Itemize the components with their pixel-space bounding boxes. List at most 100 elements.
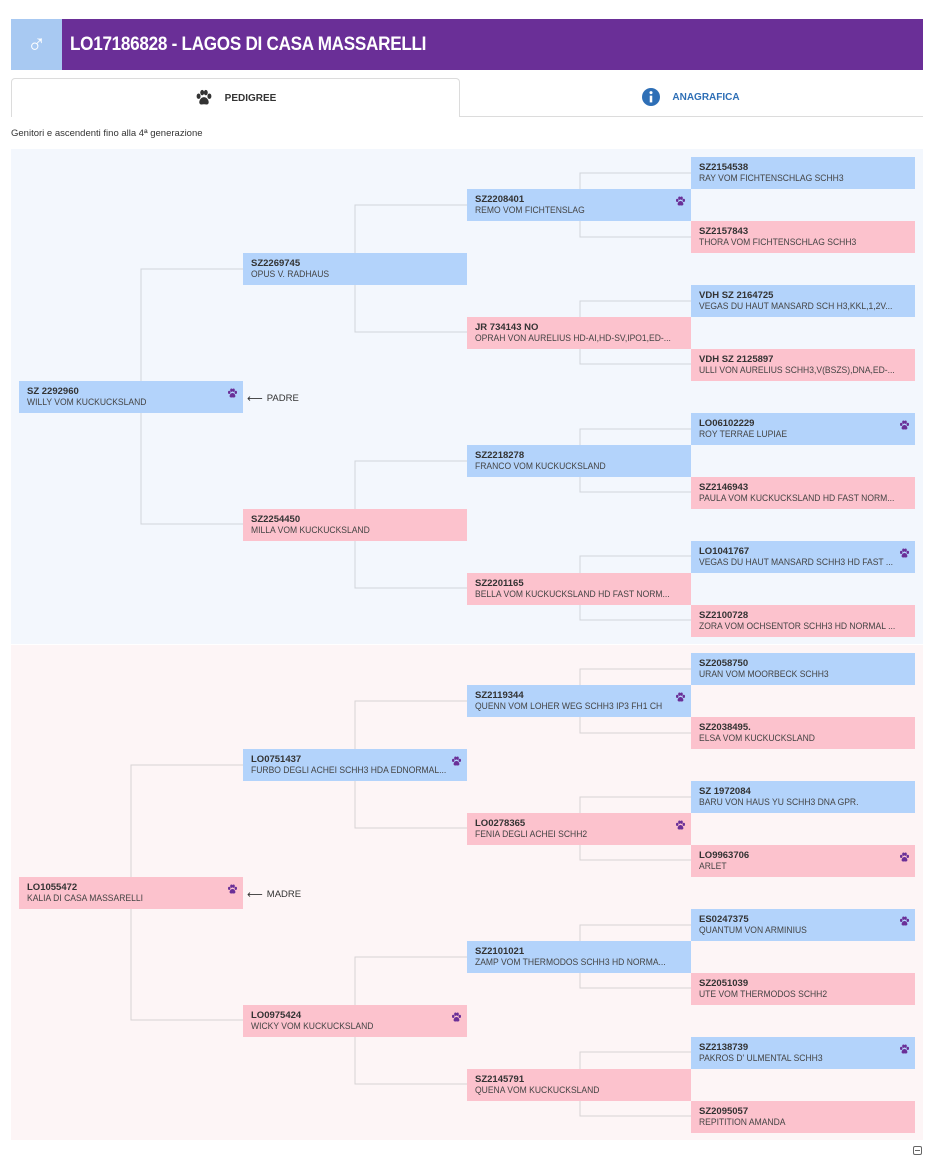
registration-number: SZ2145791: [475, 1074, 525, 1085]
dog-name: PAULA VOM KUCKUCKSLAND HD FAST NORM...: [699, 493, 895, 503]
arrow-left-icon: ⟵: [247, 889, 263, 901]
dog-name: OPUS V. RADHAUS: [251, 269, 330, 279]
registration-number: LO06102229: [699, 418, 755, 429]
dog-name: ULLI VON AURELIUS SCHH3,V(BSZS),DNA,ED-.…: [699, 365, 895, 375]
dog-name: QUENN VOM LOHER WEG SCHH3 IP3 FH1 CH: [475, 701, 663, 711]
paw-icon[interactable]: [451, 1010, 462, 1028]
pedigree-box-ssdd[interactable]: VDH SZ 2125897 ULLI VON AURELIUS SCHH3,V(…: [691, 349, 915, 381]
pedigree-box-sdds[interactable]: LO1041767 VEGAS DU HAUT MANSARD SCHH3 HD …: [691, 541, 915, 573]
registration-number: SZ2254450: [251, 514, 301, 525]
pedigree-box-ddsd[interactable]: SZ2051039 UTE VOM THERMODOS SCHH2: [691, 973, 915, 1005]
registration-number: LO0975424: [251, 1010, 302, 1021]
pedigree-box-dam[interactable]: LO1055472 KALIA DI CASA MASSARELLI: [19, 877, 243, 909]
registration-number: SZ2146943: [699, 482, 749, 493]
paw-icon[interactable]: [227, 386, 238, 404]
page-header: ♂ LO17186828 - LAGOS DI CASA MASSARELLI: [11, 19, 923, 70]
tab-anagrafica[interactable]: ANAGRAFICA: [459, 78, 923, 117]
pedigree-box-dss[interactable]: SZ2119344 QUENN VOM LOHER WEG SCHH3 IP3 F…: [467, 685, 691, 717]
pedigree-box-sssd[interactable]: SZ2157843 THORA VOM FICHTENSCHLAG SCHH3: [691, 221, 915, 253]
paw-icon[interactable]: [899, 914, 910, 932]
pedigree-box-ssd[interactable]: JR 734143 NO OPRAH VON AURELIUS HD-AI,HD-…: [467, 317, 691, 349]
pedigree-box-dddd[interactable]: SZ2095057 REPITITION AMANDA: [691, 1101, 915, 1133]
dog-name: FENIA DEGLI ACHEI SCHH2: [475, 829, 588, 839]
dog-name: KALIA DI CASA MASSARELLI: [27, 893, 143, 903]
dog-name: ARLET: [699, 861, 727, 871]
pedigree-box-sire[interactable]: SZ 2292960 WILLY VOM KUCKUCKSLAND: [19, 381, 243, 413]
dog-name: ELSA VOM KUCKUCKSLAND: [699, 733, 815, 743]
pedigree-box-dsdd[interactable]: LO9963706 ARLET: [691, 845, 915, 877]
dog-name: URAN VOM MOORBECK SCHH3: [699, 669, 829, 679]
registration-number: LO0751437: [251, 754, 302, 765]
dog-name: OPRAH VON AURELIUS HD-AI,HD-SV,IPO1,ED-.…: [475, 333, 671, 343]
paw-icon[interactable]: [899, 850, 910, 868]
registration-number: LO0278365: [475, 818, 526, 829]
dog-name: THORA VOM FICHTENSCHLAG SCHH3: [699, 237, 857, 247]
registration-number: SZ2138739: [699, 1042, 749, 1053]
registration-number: SZ2100728: [699, 610, 749, 621]
registration-number: SZ2157843: [699, 226, 749, 237]
paw-icon[interactable]: [451, 754, 462, 772]
pedigree-box-dds[interactable]: SZ2101021 ZAMP VOM THERMODOS SCHH3 HD NOR…: [467, 941, 691, 973]
registration-number: SZ2058750: [699, 658, 749, 669]
pedigree-box-sdss[interactable]: LO06102229 ROY TERRAE LUPIAE: [691, 413, 915, 445]
registration-number: VDH SZ 2164725: [699, 290, 774, 301]
tab-pedigree[interactable]: PEDIGREE: [11, 78, 460, 117]
pedigree-box-ddss[interactable]: ES0247375 QUANTUM VON ARMINIUS: [691, 909, 915, 941]
dog-name: PAKROS D' ULMENTAL SCHH3: [699, 1053, 823, 1063]
arrow-left-icon: ⟵: [247, 393, 263, 405]
dog-name: WICKY VOM KUCKUCKSLAND: [251, 1021, 374, 1031]
paw-icon[interactable]: [899, 546, 910, 564]
dog-name: QUENA VOM KUCKUCKSLAND: [475, 1085, 600, 1095]
male-sex-icon: ♂: [11, 19, 62, 70]
page-title: LO17186828 - LAGOS DI CASA MASSARELLI: [70, 34, 427, 55]
registration-number: LO9963706: [699, 850, 750, 861]
pedigree-box-ssds[interactable]: VDH SZ 2164725 VEGAS DU HAUT MANSARD SCH …: [691, 285, 915, 317]
pedigree-box-dssd[interactable]: SZ2038495. ELSA VOM KUCKUCKSLAND: [691, 717, 915, 749]
dog-name: ZAMP VOM THERMODOS SCHH3 HD NORMA...: [475, 957, 666, 967]
dog-name: MILLA VOM KUCKUCKSLAND: [251, 525, 370, 535]
paw-icon[interactable]: [899, 418, 910, 436]
pedigree-box-sdd[interactable]: SZ2201165 BELLA VOM KUCKUCKSLAND HD FAST …: [467, 573, 691, 605]
padre-label: ⟵ PADRE: [247, 393, 299, 405]
dog-name: ROY TERRAE LUPIAE: [699, 429, 788, 439]
pedigree-box-ddds[interactable]: SZ2138739 PAKROS D' ULMENTAL SCHH3: [691, 1037, 915, 1069]
pedigree-box-sdsd[interactable]: SZ2146943 PAULA VOM KUCKUCKSLAND HD FAST …: [691, 477, 915, 509]
registration-number: LO1041767: [699, 546, 750, 557]
pedigree-box-sire-dam[interactable]: SZ2254450 MILLA VOM KUCKUCKSLAND: [243, 509, 467, 541]
collapse-icon[interactable]: [913, 1146, 922, 1155]
pedigree-box-dsd[interactable]: LO0278365 FENIA DEGLI ACHEI SCHH2: [467, 813, 691, 845]
pedigree-box-ssss[interactable]: SZ2154538 RAY VOM FICHTENSCHLAG SCHH3: [691, 157, 915, 189]
pedigree-box-sds[interactable]: SZ2218278 FRANCO VOM KUCKUCKSLAND: [467, 445, 691, 477]
dog-name: ZORA VOM OCHSENTOR SCHH3 HD NORMAL ...: [699, 621, 896, 631]
paw-icon[interactable]: [899, 1042, 910, 1060]
dog-name: BELLA VOM KUCKUCKSLAND HD FAST NORM...: [475, 589, 670, 599]
paw-icon[interactable]: [675, 818, 686, 836]
dog-name: FURBO DEGLI ACHEI SCHH3 HDA EDNORMAL...: [251, 765, 447, 775]
pedigree-box-sire-sire[interactable]: SZ2269745 OPUS V. RADHAUS: [243, 253, 467, 285]
dog-name: FRANCO VOM KUCKUCKSLAND: [475, 461, 606, 471]
dog-name: RAY VOM FICHTENSCHLAG SCHH3: [699, 173, 844, 183]
paw-icon[interactable]: [675, 690, 686, 708]
registration-number: SZ2154538: [699, 162, 749, 173]
pedigree-box-dsss[interactable]: SZ2058750 URAN VOM MOORBECK SCHH3: [691, 653, 915, 685]
dog-name: REMO VOM FICHTENSLAG: [475, 205, 585, 215]
pedigree-box-sss[interactable]: SZ2208401 REMO VOM FICHTENSLAG: [467, 189, 691, 221]
registration-number: SZ2208401: [475, 194, 525, 205]
paw-icon: [196, 89, 212, 105]
tab-pedigree-label: PEDIGREE: [224, 92, 277, 104]
registration-number: SZ2038495.: [699, 722, 751, 733]
tab-anagrafica-label: ANAGRAFICA: [672, 91, 740, 103]
dog-name: WILLY VOM KUCKUCKSLAND: [27, 397, 147, 407]
dog-name: BARU VON HAUS YU SCHH3 DNA GPR.: [699, 797, 859, 807]
paw-icon[interactable]: [227, 882, 238, 900]
registration-number: SZ2119344: [475, 690, 524, 701]
registration-number: VDH SZ 2125897: [699, 354, 774, 365]
registration-number: SZ2095057: [699, 1106, 749, 1117]
pedigree-box-ddd[interactable]: SZ2145791 QUENA VOM KUCKUCKSLAND: [467, 1069, 691, 1101]
pedigree-box-sddd[interactable]: SZ2100728 ZORA VOM OCHSENTOR SCHH3 HD NOR…: [691, 605, 915, 637]
pedigree-box-dam-dam[interactable]: LO0975424 WICKY VOM KUCKUCKSLAND: [243, 1005, 467, 1037]
pedigree-box-dam-sire[interactable]: LO0751437 FURBO DEGLI ACHEI SCHH3 HDA EDN…: [243, 749, 467, 781]
registration-number: SZ2269745: [251, 258, 301, 269]
pedigree-box-dsds[interactable]: SZ 1972084 BARU VON HAUS YU SCHH3 DNA GPR…: [691, 781, 915, 813]
paw-icon[interactable]: [675, 194, 686, 212]
